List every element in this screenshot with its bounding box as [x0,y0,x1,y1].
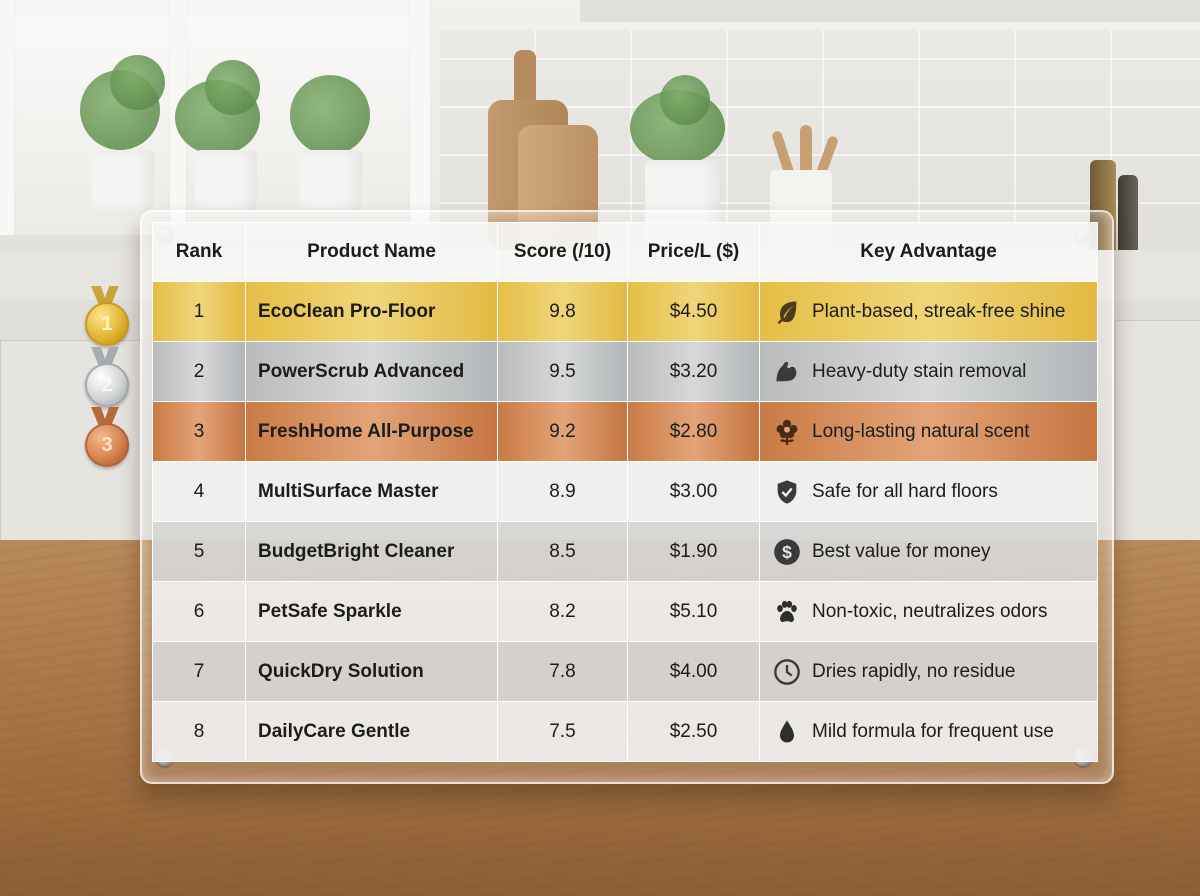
header-price: Price/L ($) [627,222,760,282]
advantage-cell: Non-toxic, neutralizes odors [759,581,1098,642]
score-cell: 7.5 [497,701,628,762]
score-cell: 9.2 [497,401,628,462]
advantage-cell: Long-lasting natural scent [759,401,1098,462]
price-cell: $2.80 [627,401,760,462]
product-name-cell: PowerScrub Advanced [245,341,498,402]
advantage-text: Safe for all hard floors [812,480,998,502]
rank-cell: 8 [152,701,246,762]
plant-pot [300,150,362,212]
rank-cell: 7 [152,641,246,702]
price-cell: $3.20 [627,341,760,402]
advantage-cell: Mild formula for frequent use [759,701,1098,762]
bronze-medal-icon: 3 [83,407,129,467]
table-row: 8 DailyCare Gentle 7.5 $2.50 Mild formul… [152,701,1098,762]
table-row: 3 FreshHome All-Purpose 9.2 $2.80 Long-l… [152,401,1098,462]
advantage-cell: Plant-based, streak-free shine [759,281,1098,342]
rank-cell: 3 [152,401,246,462]
medal-number: 2 [85,363,129,407]
product-name-cell: MultiSurface Master [245,461,498,522]
svg-text:$: $ [782,541,792,561]
plant-pot [195,150,257,212]
rank-cell: 4 [152,461,246,522]
advantage-text: Best value for money [812,540,991,562]
table-row: 1 EcoClean Pro-Floor 9.8 $4.50 Plant-bas… [152,281,1098,342]
price-cell: $1.90 [627,521,760,582]
header-key-advantage: Key Advantage [759,222,1098,282]
product-name-cell: BudgetBright Cleaner [245,521,498,582]
rank-cell: 2 [152,341,246,402]
clock-icon [772,657,802,687]
score-cell: 9.8 [497,281,628,342]
product-name-cell: QuickDry Solution [245,641,498,702]
advantage-text: Dries rapidly, no residue [812,660,1016,682]
rank-cell: 6 [152,581,246,642]
product-name-cell: EcoClean Pro-Floor [245,281,498,342]
price-cell: $2.50 [627,701,760,762]
product-name-cell: PetSafe Sparkle [245,581,498,642]
table-row: 2 PowerScrub Advanced 9.5 $3.20 Heavy-du… [152,341,1098,402]
table-row: 6 PetSafe Sparkle 8.2 $5.10 Non-toxic, n… [152,581,1098,642]
medal-number: 3 [85,423,129,467]
rank-cell: 5 [152,521,246,582]
advantage-text: Plant-based, streak-free shine [812,300,1066,322]
advantage-text: Mild formula for frequent use [812,720,1054,742]
plant-pot [92,150,154,212]
price-cell: $5.10 [627,581,760,642]
leaf-icon [772,297,802,327]
advantage-text: Heavy-duty stain removal [812,360,1027,382]
silver-medal-icon: 2 [83,347,129,407]
rank-cell: 1 [152,281,246,342]
product-name-cell: DailyCare Gentle [245,701,498,762]
product-name-cell: FreshHome All-Purpose [245,401,498,462]
flexed-arm-icon [772,357,802,387]
score-cell: 9.5 [497,341,628,402]
price-cell: $4.50 [627,281,760,342]
score-cell: 8.5 [497,521,628,582]
score-cell: 8.9 [497,461,628,522]
price-cell: $4.00 [627,641,760,702]
score-cell: 8.2 [497,581,628,642]
advantage-text: Long-lasting natural scent [812,420,1030,442]
bottle [1118,175,1138,255]
product-ranking-table: Rank Product Name Score (/10) Price/L ($… [152,222,1098,762]
shield-check-icon [772,477,802,507]
dollar-coin-icon: $ [772,537,802,567]
medal-number: 1 [85,302,129,346]
upper-cabinet [580,0,1200,22]
header-product-name: Product Name [245,222,498,282]
header-score: Score (/10) [497,222,628,282]
table-row: 4 MultiSurface Master 8.9 $3.00 Safe for… [152,461,1098,522]
advantage-text: Non-toxic, neutralizes odors [812,600,1048,622]
flower-icon [772,417,802,447]
header-rank: Rank [152,222,246,282]
advantage-cell: $ Best value for money [759,521,1098,582]
table-row: 5 BudgetBright Cleaner 8.5 $1.90 $ Best … [152,521,1098,582]
gold-medal-icon: 1 [83,286,129,346]
table-header-row: Rank Product Name Score (/10) Price/L ($… [152,222,1098,282]
advantage-cell: Dries rapidly, no residue [759,641,1098,702]
advantage-cell: Safe for all hard floors [759,461,1098,522]
score-cell: 7.8 [497,641,628,702]
water-drop-icon [772,717,802,747]
price-cell: $3.00 [627,461,760,522]
table-row: 7 QuickDry Solution 7.8 $4.00 Dries rapi… [152,641,1098,702]
advantage-cell: Heavy-duty stain removal [759,341,1098,402]
paw-icon [772,597,802,627]
